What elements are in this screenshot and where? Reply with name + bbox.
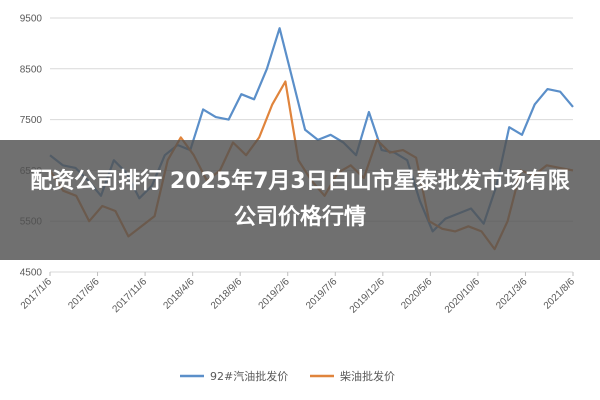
- x-tick-label: 2017/11/6: [110, 276, 149, 315]
- legend-label-2: 柴油批发价: [340, 369, 395, 383]
- y-tick-label: 7500: [20, 115, 43, 126]
- x-tick-label: 2019/2/6: [257, 276, 293, 312]
- y-tick-label: 8500: [20, 64, 43, 75]
- x-tick-label: 2021/8/6: [542, 276, 578, 312]
- x-tick-label: 2018/9/6: [209, 276, 245, 312]
- overlay-title: 配资公司排行 2025年7月3日白山市星泰批发市场有限公司价格行情: [30, 169, 570, 230]
- legend: 92#汽油批发价 柴油批发价: [180, 369, 395, 383]
- x-tick-label: 2020/5/6: [399, 276, 435, 312]
- x-tick-label: 2018/4/6: [161, 276, 197, 312]
- x-tick-label: 2020/10/6: [443, 276, 483, 316]
- x-tick-label: 2021/3/6: [494, 276, 530, 312]
- x-tick-label: 2019/12/6: [348, 276, 388, 316]
- title-banner: 配资公司排行 2025年7月3日白山市星泰批发市场有限公司价格行情: [0, 140, 600, 260]
- y-tick-label: 4500: [20, 268, 43, 279]
- x-tick-label: 2019/7/6: [304, 276, 340, 312]
- y-tick-label: 9500: [20, 14, 43, 25]
- x-tick-label: 2017/6/6: [66, 276, 102, 312]
- legend-label-1: 92#汽油批发价: [210, 369, 288, 383]
- x-axis-ticks: 2017/1/6 2017/6/6 2017/11/6 2018/4/6 2018/9/…: [19, 272, 578, 316]
- x-tick-label: 2017/1/6: [19, 276, 55, 312]
